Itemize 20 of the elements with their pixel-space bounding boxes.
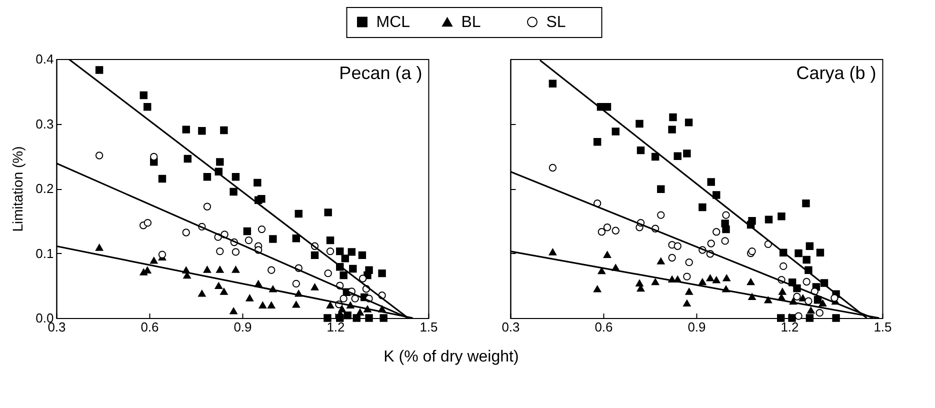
y-tick-label: 0.4 [36, 52, 54, 66]
x-tick-label: 0.3 [502, 320, 520, 334]
x-tick-label: 0.6 [594, 320, 613, 334]
x-tick-label: 1.2 [780, 320, 799, 334]
x-tick-label: 0.9 [234, 320, 252, 334]
x-tick-label: 1.5 [420, 320, 438, 334]
x-tick-label: 0.9 [688, 320, 706, 334]
x-tick-label: 1.2 [326, 320, 345, 334]
x-axis-title: K (% of dry weight) [384, 348, 519, 366]
annotation: Pecan (a ) [339, 63, 422, 83]
legend-label: BL [461, 14, 481, 31]
y-axis-title: Limitation (%) [10, 146, 26, 232]
legend-label: MCL [376, 14, 410, 31]
x-tick-label: 1.5 [874, 320, 892, 334]
y-tick-label: 0.1 [36, 246, 54, 261]
y-tick-label: 0.2 [36, 181, 54, 196]
annotation: Carya (b ) [796, 63, 876, 83]
x-tick-label: 0.6 [140, 320, 159, 334]
legend-label: SL [546, 14, 566, 31]
y-tick-label: 0.3 [36, 116, 54, 132]
